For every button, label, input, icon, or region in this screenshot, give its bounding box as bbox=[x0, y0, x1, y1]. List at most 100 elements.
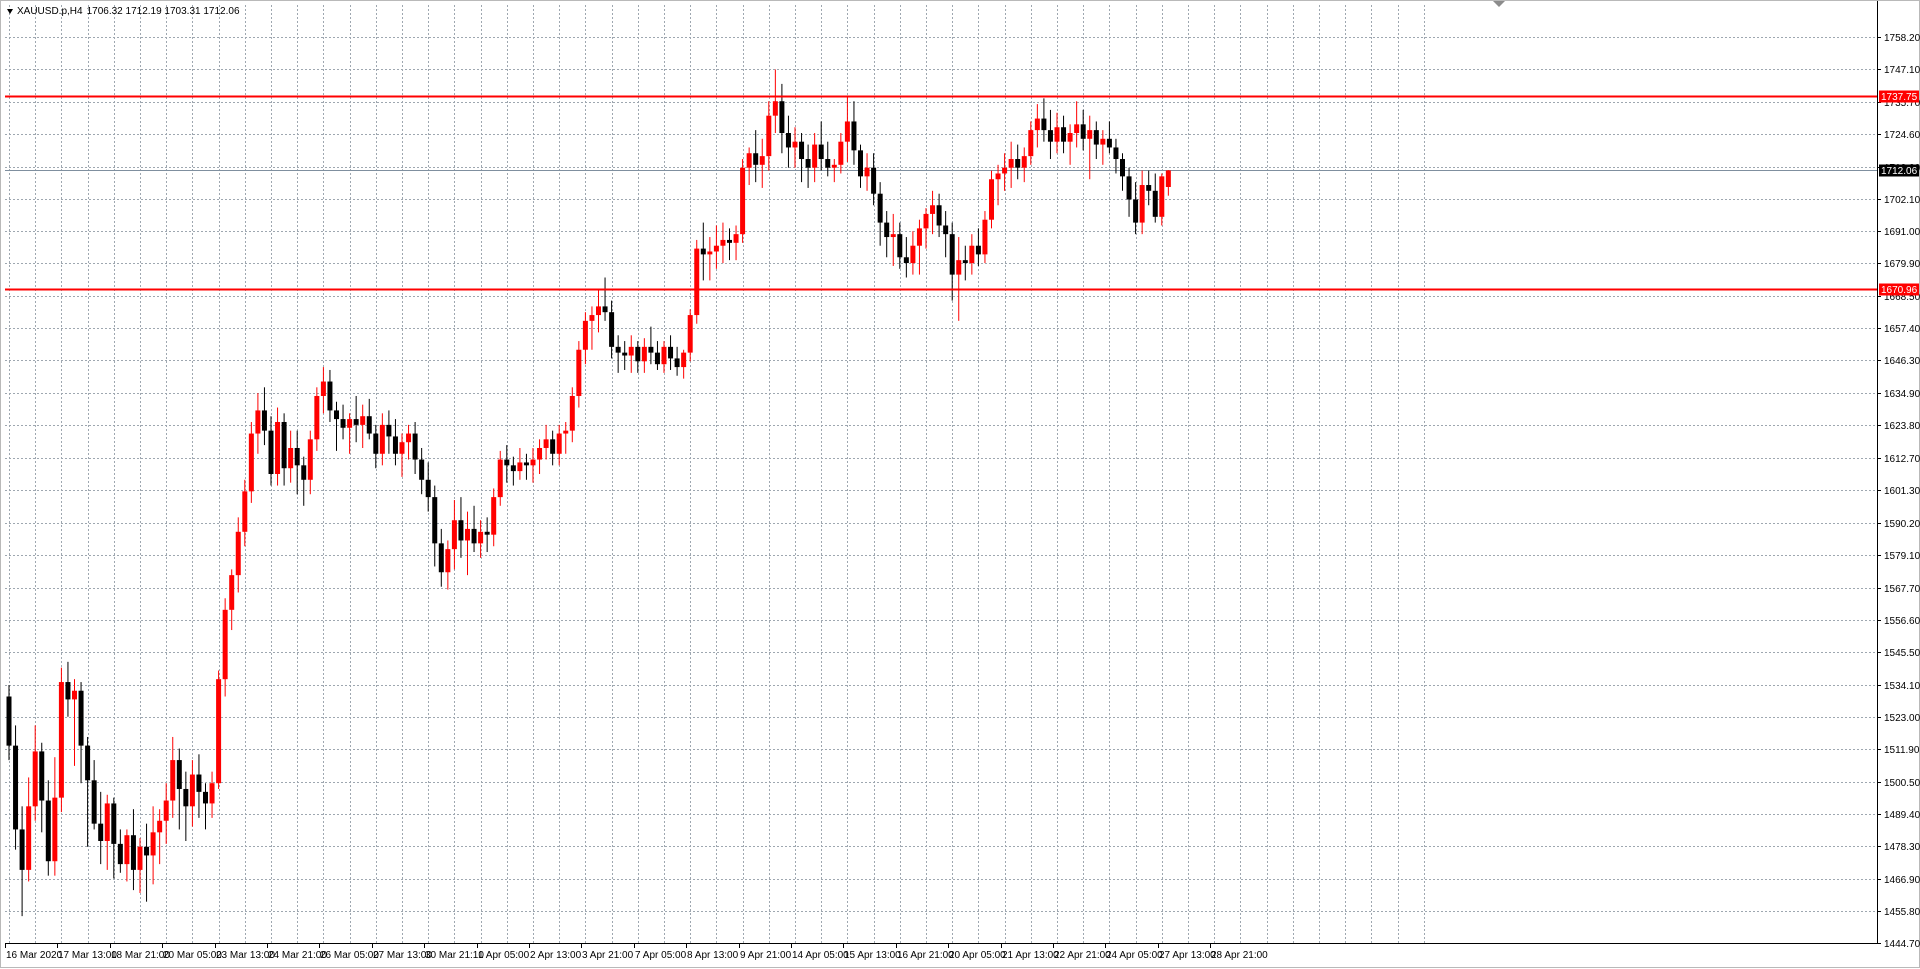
candle-body bbox=[779, 101, 785, 134]
candle-body bbox=[792, 141, 798, 148]
candle-body bbox=[589, 315, 595, 321]
candle-body bbox=[1146, 185, 1152, 191]
candle-body bbox=[392, 436, 398, 454]
candle-body bbox=[229, 575, 235, 610]
y-tick-label: 1466.90 bbox=[1884, 875, 1920, 886]
candle-body bbox=[1028, 130, 1034, 157]
candle-body bbox=[268, 430, 274, 474]
candle-body bbox=[320, 381, 326, 396]
x-tick-label: 20 Mar 05:00 bbox=[163, 950, 222, 961]
candle-body bbox=[556, 433, 562, 454]
candle-body bbox=[438, 543, 444, 573]
candle-body bbox=[216, 679, 222, 784]
candle-body bbox=[615, 346, 621, 353]
candle-body bbox=[943, 225, 949, 235]
y-tick-label: 1511.90 bbox=[1884, 745, 1920, 756]
candle-body bbox=[13, 745, 19, 830]
candle-body bbox=[183, 788, 189, 807]
x-tick-label: 16 Mar 2020 bbox=[6, 950, 63, 961]
candle-body bbox=[799, 141, 805, 160]
candle-body bbox=[1002, 167, 1008, 174]
candle-body bbox=[425, 479, 431, 498]
candle-body bbox=[982, 219, 988, 255]
candle-body bbox=[648, 346, 654, 353]
x-tick-label: 3 Apr 21:00 bbox=[582, 950, 634, 961]
candle-body bbox=[1113, 147, 1119, 160]
x-tick-label: 17 Mar 13:00 bbox=[58, 950, 117, 961]
candle-body bbox=[1106, 138, 1112, 148]
candle-body bbox=[117, 843, 123, 865]
y-tick-label: 1556.60 bbox=[1884, 616, 1920, 627]
candle-body bbox=[104, 803, 110, 841]
candle-body bbox=[458, 520, 464, 541]
candle-body bbox=[517, 462, 523, 472]
candle-body bbox=[661, 346, 667, 365]
x-tick-label: 16 Apr 21:00 bbox=[897, 950, 954, 961]
candle-body bbox=[962, 260, 968, 264]
candle-body bbox=[209, 783, 215, 804]
y-tick-label: 1668.50 bbox=[1884, 292, 1920, 303]
candle-body bbox=[58, 682, 64, 798]
candle-body bbox=[890, 234, 896, 238]
candle-body bbox=[1165, 170, 1171, 187]
candle-body bbox=[923, 213, 929, 229]
candle-body bbox=[1120, 159, 1125, 177]
x-tick-label: 23 Mar 13:00 bbox=[216, 950, 275, 961]
candle-body bbox=[550, 439, 556, 454]
candle-body bbox=[622, 352, 628, 356]
candle-body bbox=[871, 167, 877, 194]
candle-body bbox=[956, 260, 962, 275]
candle-body bbox=[818, 144, 824, 160]
candle-body bbox=[753, 153, 759, 165]
candle-body bbox=[301, 465, 307, 480]
candle-body bbox=[812, 144, 818, 168]
y-tick-label: 1601.30 bbox=[1884, 486, 1920, 497]
candle-body bbox=[897, 234, 903, 258]
candle-body bbox=[759, 156, 765, 165]
y-tick-label: 1758.20 bbox=[1884, 33, 1920, 44]
candle-body bbox=[432, 497, 438, 544]
y-tick-label: 1455.80 bbox=[1884, 907, 1920, 918]
candle-body bbox=[176, 760, 182, 789]
candle-body bbox=[628, 346, 634, 356]
candle-body bbox=[32, 751, 38, 807]
candle-body bbox=[491, 497, 497, 535]
x-tick-label: 30 Mar 21:10 bbox=[425, 950, 484, 961]
x-tick-label: 8 Apr 13:00 bbox=[687, 950, 739, 961]
candle-body bbox=[261, 410, 267, 431]
candle-body bbox=[235, 531, 241, 576]
candle-body bbox=[130, 835, 136, 870]
candle-body bbox=[111, 803, 117, 844]
candle-body bbox=[45, 800, 51, 862]
candle-body bbox=[641, 346, 647, 362]
candle-body bbox=[124, 835, 130, 865]
candle-body bbox=[746, 153, 752, 168]
y-tick-label: 1579.10 bbox=[1884, 551, 1920, 562]
candle-body bbox=[930, 205, 936, 214]
candle-body bbox=[1034, 118, 1040, 131]
candle-body bbox=[72, 690, 77, 700]
candle-body bbox=[1061, 127, 1067, 142]
level-price-label: 1737.75 bbox=[1881, 92, 1918, 103]
candle-body bbox=[975, 245, 981, 255]
x-tick-label: 27 Apr 13:00 bbox=[1159, 950, 1216, 961]
candle-body bbox=[563, 430, 569, 434]
candle-body bbox=[530, 459, 536, 466]
candle-body bbox=[91, 780, 97, 824]
x-tick-label: 26 Mar 05:00 bbox=[320, 950, 379, 961]
chart-shift-marker-icon[interactable] bbox=[1493, 1, 1505, 7]
candle-body bbox=[694, 248, 700, 316]
y-tick-label: 1679.90 bbox=[1884, 259, 1920, 270]
y-tick-label: 1724.60 bbox=[1884, 130, 1920, 141]
candle-body bbox=[163, 800, 169, 821]
candle-body bbox=[884, 222, 890, 238]
candle-body bbox=[609, 312, 615, 347]
candle-body bbox=[484, 531, 490, 535]
candle-body bbox=[52, 797, 58, 862]
candle-body bbox=[844, 121, 850, 142]
chart-menu-triangle-icon[interactable] bbox=[7, 9, 13, 14]
candle-body bbox=[157, 820, 163, 833]
candle-body bbox=[196, 774, 202, 792]
